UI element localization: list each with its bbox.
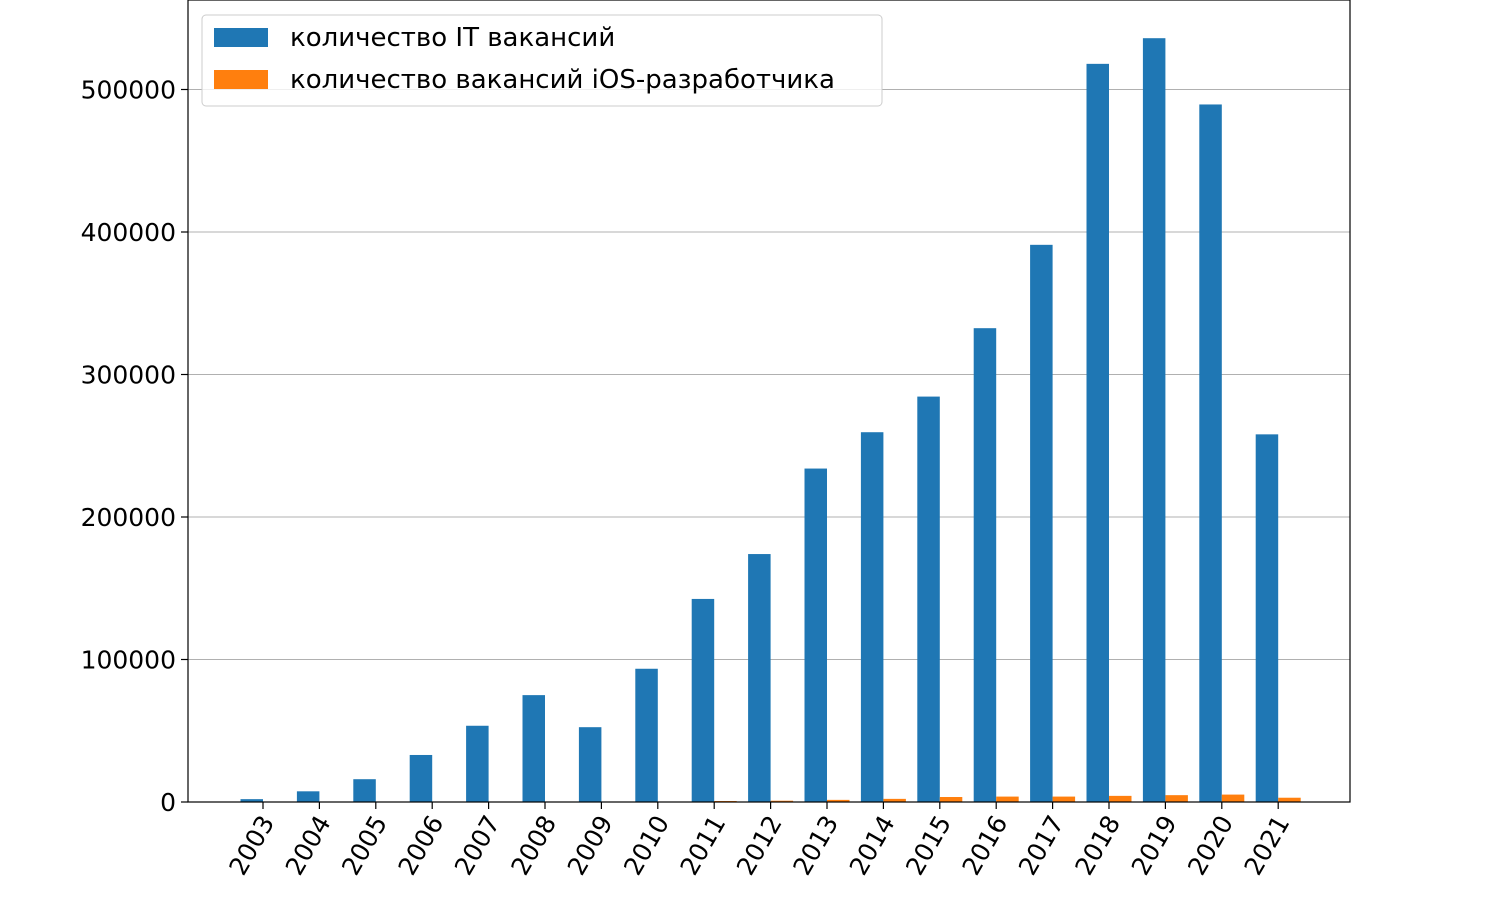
legend-label-ios-vacancies: количество вакансий iOS-разработчика bbox=[290, 65, 835, 95]
x-tick-label: 2017 bbox=[1013, 811, 1070, 881]
legend-swatch-ios-vacancies bbox=[214, 70, 268, 89]
y-axis: 0 100000 200000 300000 400000 500000 bbox=[81, 76, 188, 817]
bar-ios-vacancies-2019 bbox=[1165, 795, 1188, 802]
x-tick-label: 2014 bbox=[844, 811, 901, 881]
bar-it-vacancies-2013 bbox=[804, 468, 827, 802]
bar-it-vacancies-2015 bbox=[917, 396, 940, 802]
x-tick-label: 2004 bbox=[280, 811, 337, 881]
bar-it-vacancies-2009 bbox=[578, 727, 602, 802]
bar-it-vacancies-2018 bbox=[1086, 63, 1109, 803]
bar-it-vacancies-2004 bbox=[296, 791, 320, 802]
y-tick-label: 0 bbox=[160, 788, 176, 817]
bar-ios-vacancies-2014 bbox=[883, 798, 906, 802]
y-tick-label: 200000 bbox=[81, 503, 176, 532]
bar-it-vacancies-2014 bbox=[860, 432, 884, 802]
bar-ios-vacancies-2020 bbox=[1221, 794, 1245, 802]
bar-ios-vacancies-2012 bbox=[770, 800, 794, 802]
bar-ios-vacancies-2017 bbox=[1052, 796, 1076, 802]
x-tick-label: 2012 bbox=[731, 811, 788, 881]
x-tick-label: 2013 bbox=[787, 811, 844, 881]
bar-it-vacancies-2016 bbox=[973, 328, 997, 802]
y-tick-label: 400000 bbox=[81, 218, 176, 247]
x-tick-label: 2008 bbox=[505, 811, 562, 881]
legend-label-it-vacancies: количество IT вакансий bbox=[290, 23, 615, 53]
bars bbox=[240, 38, 1301, 803]
legend-frame bbox=[201, 14, 883, 107]
bar-it-vacancies-2011 bbox=[691, 598, 715, 802]
x-tick-label: 2021 bbox=[1238, 811, 1295, 881]
bar-ios-vacancies-2016 bbox=[996, 796, 1019, 802]
bar-it-vacancies-2008 bbox=[522, 695, 545, 802]
bar-ios-vacancies-2015 bbox=[939, 797, 963, 802]
bar-ios-vacancies-2018 bbox=[1109, 795, 1132, 802]
x-tick-label: 2018 bbox=[1069, 811, 1126, 881]
bar-it-vacancies-2010 bbox=[635, 668, 658, 802]
bar-it-vacancies-2019 bbox=[1142, 38, 1166, 802]
y-tick-label: 500000 bbox=[81, 76, 176, 105]
legend-swatch-it-vacancies bbox=[214, 28, 268, 47]
x-tick-label: 2019 bbox=[1126, 811, 1183, 881]
plot-area-frame bbox=[187, 0, 1351, 803]
bar-it-vacancies-2012 bbox=[748, 554, 771, 802]
bar-it-vacancies-2020 bbox=[1199, 104, 1222, 802]
bar-it-vacancies-2005 bbox=[353, 779, 376, 802]
x-tick-label: 2010 bbox=[618, 811, 675, 881]
x-tick-label: 2020 bbox=[1182, 811, 1239, 881]
bar-ios-vacancies-2021 bbox=[1278, 797, 1301, 802]
bar-it-vacancies-2007 bbox=[466, 725, 489, 802]
y-tick-label: 300000 bbox=[81, 361, 176, 390]
x-tick-label: 2016 bbox=[956, 811, 1013, 881]
bar-it-vacancies-2021 bbox=[1255, 434, 1279, 802]
x-tick-label: 2007 bbox=[449, 811, 506, 881]
x-tick-label: 2015 bbox=[900, 811, 957, 881]
x-axis: 2003 2004 2005 2006 2007 2008 2009 2010 2011 2012… bbox=[223, 802, 1295, 880]
x-tick-label: 2011 bbox=[674, 811, 731, 881]
x-tick-label: 2003 bbox=[223, 811, 280, 881]
y-tick-label: 100000 bbox=[81, 646, 176, 675]
legend: количество IT вакансий количество ваканс… bbox=[201, 14, 883, 107]
x-tick-label: 2005 bbox=[336, 811, 393, 881]
bar-it-vacancies-2017 bbox=[1030, 244, 1053, 802]
bar-it-vacancies-2006 bbox=[409, 754, 433, 802]
x-tick-label: 2009 bbox=[562, 811, 619, 881]
bar-it-vacancies-2003 bbox=[240, 799, 263, 802]
x-tick-label: 2006 bbox=[392, 811, 449, 881]
bar-ios-vacancies-2013 bbox=[827, 799, 850, 802]
